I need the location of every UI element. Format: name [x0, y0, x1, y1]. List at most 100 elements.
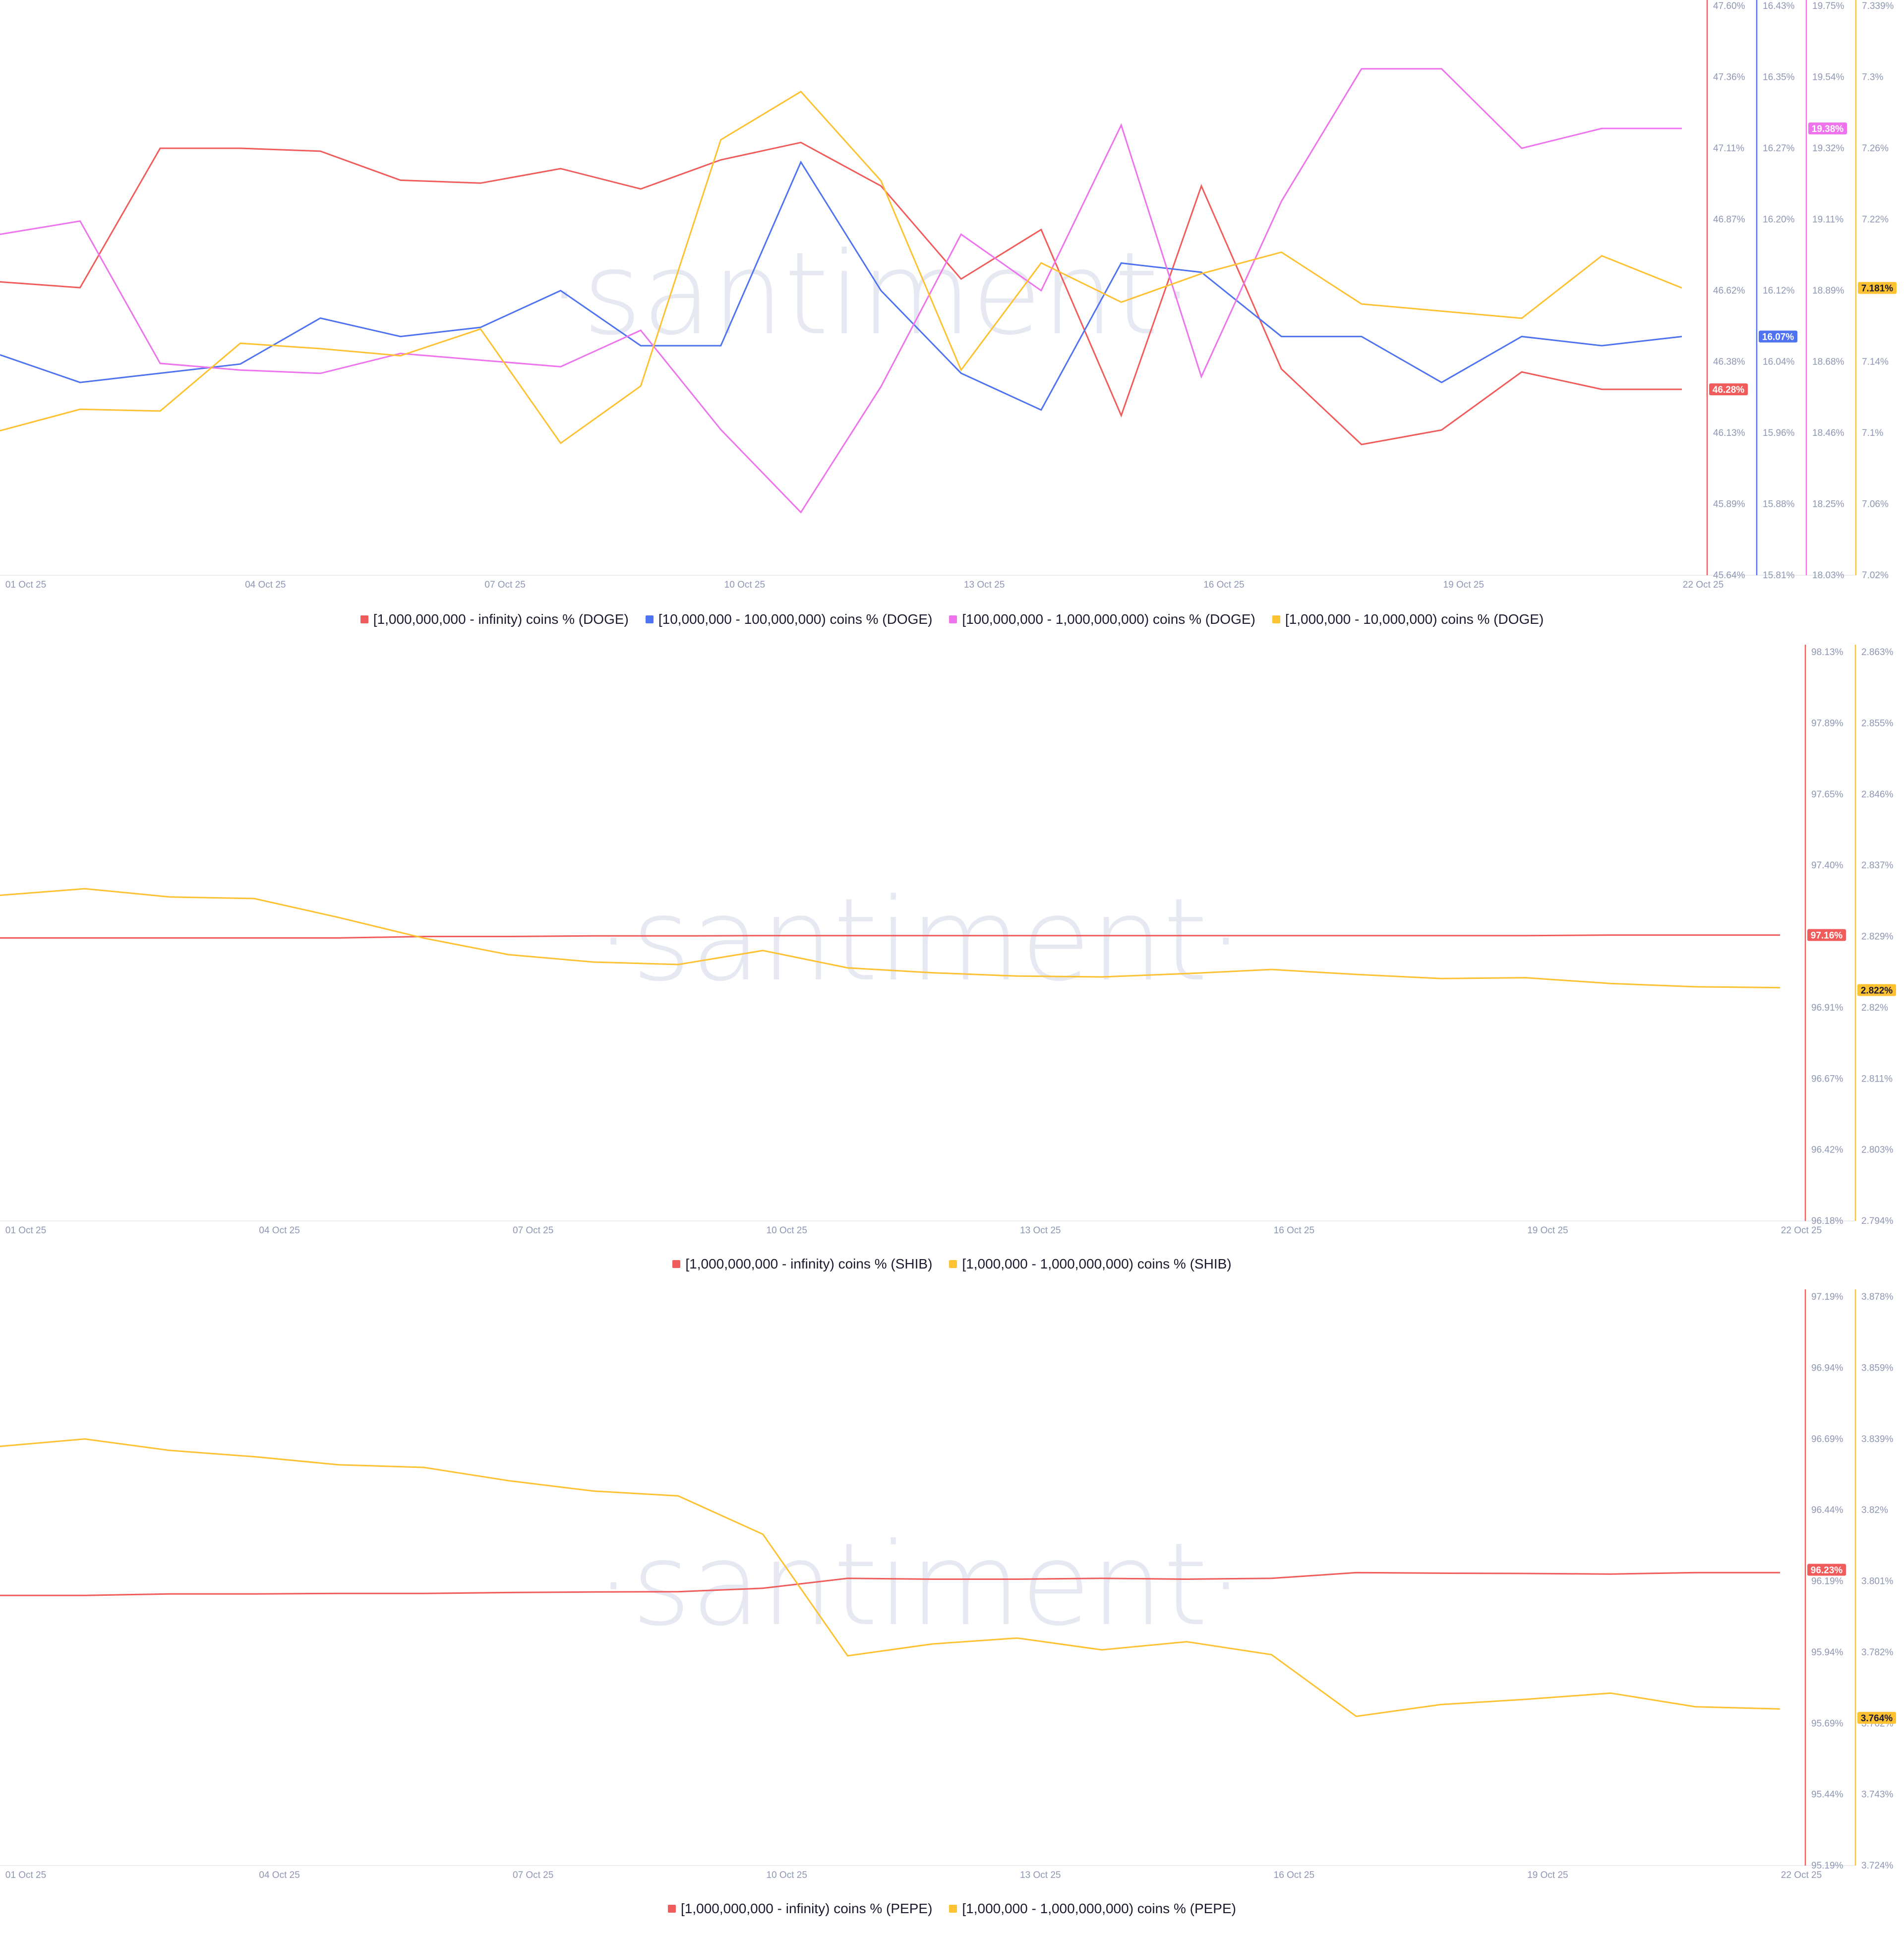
y-tick-label: 2.794%: [1861, 1216, 1894, 1226]
y-tick-label: 96.42%: [1811, 1145, 1844, 1155]
y-tick-label: 97.89%: [1811, 718, 1844, 728]
x-tick-label: 01 Oct 25: [5, 580, 46, 590]
x-tick-label: 07 Oct 25: [513, 1225, 553, 1236]
y-tick-label: 15.96%: [1763, 428, 1795, 438]
x-tick-label: 04 Oct 25: [245, 580, 286, 590]
doge-line-chart[interactable]: ·santiment· 01 Oct 25 04 Oct 25 07 Oct 25 10…: [0, 0, 1904, 645]
current-value-badge-text: 2.822%: [1861, 986, 1893, 996]
y-tick-label: 7.26%: [1862, 143, 1889, 154]
series-line-doge-0[interactable]: [0, 141, 1682, 446]
x-tick-label: 01 Oct 25: [5, 1225, 46, 1236]
y-tick-label: 46.38%: [1713, 357, 1745, 367]
current-value-badge: 46.28%: [1709, 383, 1748, 396]
y-tick-label: 96.69%: [1811, 1434, 1844, 1445]
y-tick-label: 2.846%: [1861, 789, 1894, 800]
current-value-badge-text: 97.16%: [1811, 931, 1843, 941]
legend-item[interactable]: [1,000,000,000 - infinity) coins % (DOGE…: [360, 611, 629, 627]
current-value-badge: 97.16%: [1807, 929, 1846, 941]
y-tick-label: 16.27%: [1763, 143, 1795, 154]
y-tick-label: 95.19%: [1811, 1861, 1844, 1871]
legend-label: [1,000,000,000 - infinity) coins % (DOGE…: [373, 611, 629, 627]
y-tick-label: 7.22%: [1862, 215, 1889, 225]
legend-label: [1,000,000 - 10,000,000) coins % (DOGE): [1285, 611, 1544, 627]
x-tick-label: 19 Oct 25: [1443, 580, 1484, 590]
legend-item[interactable]: [1,000,000 - 10,000,000) coins % (DOGE): [1272, 611, 1544, 627]
y-tick-label: 18.89%: [1812, 286, 1844, 296]
current-value-badge: 19.38%: [1808, 122, 1847, 134]
y-tick-label: 47.11%: [1713, 143, 1744, 154]
legend-item[interactable]: [1,000,000 - 1,000,000,000) coins % (PEP…: [949, 1901, 1236, 1917]
y-tick-label: 16.35%: [1763, 72, 1795, 83]
doge-legend: [1,000,000,000 - infinity) coins % (DOGE…: [0, 611, 1904, 627]
series-line-pepe-0[interactable]: [0, 1571, 1780, 1596]
x-tick-label: 19 Oct 25: [1527, 1870, 1568, 1880]
y-tick-label: 2.82%: [1861, 1003, 1888, 1013]
y-tick-label: 3.724%: [1861, 1861, 1894, 1871]
legend-label: [1,000,000,000 - infinity) coins % (SHIB…: [685, 1256, 933, 1271]
legend-item[interactable]: [1,000,000,000 - infinity) coins % (PEPE…: [668, 1901, 932, 1917]
x-tick-label: 13 Oct 25: [1020, 1870, 1061, 1880]
y-tick-label: 97.19%: [1811, 1292, 1844, 1302]
series-line-pepe-1[interactable]: [0, 1438, 1781, 1717]
series-line-shib-0[interactable]: [0, 934, 1780, 939]
legend-swatch-icon: [949, 1905, 957, 1913]
legend-item[interactable]: [100,000,000 - 1,000,000,000) coins % (D…: [949, 611, 1255, 627]
legend-item[interactable]: [1,000,000 - 1,000,000,000) coins % (SHI…: [949, 1256, 1232, 1272]
y-tick-label: 7.06%: [1862, 499, 1889, 510]
pepe-chart-panel: ·santiment· 01 Oct 25 04 Oct 25 07 Oct 25 10…: [0, 1289, 1904, 1934]
legend-swatch-icon: [360, 615, 368, 623]
pepe-line-chart[interactable]: ·santiment· 01 Oct 25 04 Oct 25 07 Oct 25 10…: [0, 1289, 1904, 1934]
y-tick-label: 7.1%: [1862, 428, 1883, 438]
y-tick-label: 96.91%: [1811, 1003, 1844, 1013]
current-value-badge: 16.07%: [1759, 330, 1797, 343]
y-tick-label: 45.64%: [1713, 570, 1745, 581]
shib-line-chart[interactable]: ·santiment· 01 Oct 25 04 Oct 25 07 Oct 25 10…: [0, 645, 1904, 1289]
doge-chart-panel: ·santiment· 01 Oct 25 04 Oct 25 07 Oct 25 10…: [0, 0, 1904, 645]
y-tick-label: 2.863%: [1861, 647, 1894, 658]
y-tick-label: 16.20%: [1763, 215, 1795, 225]
series-line-doge-1[interactable]: [0, 160, 1682, 411]
y-tick-label: 19.32%: [1812, 143, 1844, 154]
y-tick-label: 2.837%: [1861, 860, 1894, 871]
y-tick-label: 7.02%: [1862, 570, 1889, 581]
x-tick-label: 10 Oct 25: [767, 1225, 807, 1236]
x-tick-label: 22 Oct 25: [1683, 580, 1724, 590]
y-tick-label: 16.12%: [1763, 286, 1795, 296]
legend-label: [1,000,000 - 1,000,000,000) coins % (SHI…: [962, 1256, 1232, 1271]
y-tick-label: 45.89%: [1713, 499, 1745, 510]
x-tick-label: 13 Oct 25: [1020, 1225, 1061, 1236]
y-tick-label: 3.801%: [1861, 1576, 1894, 1587]
x-tick-label: 10 Oct 25: [724, 580, 765, 590]
x-tick-label: 16 Oct 25: [1274, 1225, 1314, 1236]
y-tick-label: 96.19%: [1811, 1576, 1844, 1587]
y-tick-label: 96.44%: [1811, 1505, 1844, 1515]
legend-item[interactable]: [1,000,000,000 - infinity) coins % (SHIB…: [672, 1256, 932, 1272]
series-line-shib-1[interactable]: [0, 888, 1781, 989]
y-tick-label: 2.803%: [1861, 1145, 1894, 1155]
current-value-badge-text: 16.07%: [1762, 332, 1794, 343]
y-tick-label: 2.829%: [1861, 932, 1894, 942]
y-tick-label: 19.75%: [1812, 1, 1844, 11]
y-tick-label: 46.62%: [1713, 286, 1745, 296]
legend-swatch-icon: [1272, 615, 1280, 623]
y-tick-label: 19.54%: [1812, 72, 1844, 83]
y-tick-label: 3.878%: [1861, 1292, 1894, 1302]
santiment-watermark: ·santiment·: [595, 1519, 1244, 1651]
legend-item[interactable]: [10,000,000 - 100,000,000) coins % (DOGE…: [645, 611, 932, 627]
y-tick-label: 96.18%: [1811, 1216, 1844, 1226]
y-tick-label: 3.782%: [1861, 1647, 1894, 1658]
y-tick-label: 46.87%: [1713, 215, 1745, 225]
x-tick-label: 04 Oct 25: [259, 1870, 299, 1880]
y-tick-label: 95.94%: [1811, 1647, 1844, 1658]
pepe-legend: [1,000,000,000 - infinity) coins % (PEPE…: [0, 1901, 1904, 1917]
y-tick-label: 16.43%: [1763, 1, 1795, 11]
legend-label: [1,000,000,000 - infinity) coins % (PEPE…: [681, 1901, 933, 1916]
y-tick-label: 98.13%: [1811, 647, 1844, 658]
current-value-badge-text: 7.181%: [1861, 284, 1894, 294]
series-line-doge-2[interactable]: [0, 68, 1682, 514]
series-line-doge-3[interactable]: [0, 90, 1682, 444]
current-value-badge: 96.23%: [1807, 1564, 1846, 1576]
current-value-badge-text: 19.38%: [1812, 124, 1844, 134]
y-tick-label: 96.67%: [1811, 1074, 1844, 1084]
